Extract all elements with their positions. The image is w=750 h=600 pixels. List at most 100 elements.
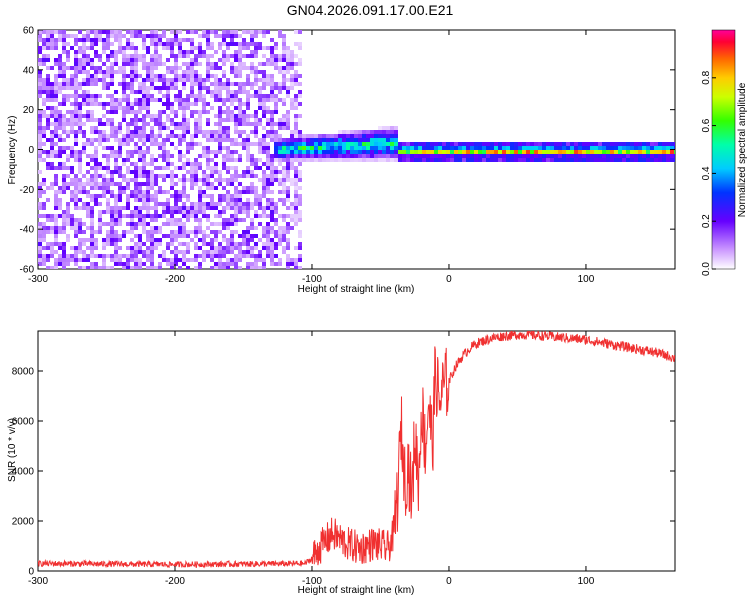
heatmap-cell [198, 50, 202, 54]
heatmap-cell [62, 150, 66, 154]
heatmap-cell [90, 246, 94, 250]
heatmap-cell [206, 46, 210, 50]
heatmap-cell [38, 110, 42, 114]
heatmap-cell [266, 242, 270, 246]
heatmap-cell [150, 230, 154, 234]
heatmap-cell [222, 158, 226, 162]
heatmap-cell [382, 146, 386, 150]
heatmap-cell [322, 150, 326, 154]
heatmap-cell [206, 154, 210, 158]
heatmap-cell [346, 138, 350, 142]
heatmap-cell [158, 122, 162, 126]
heatmap-cell [186, 194, 190, 198]
heatmap-cell [362, 130, 366, 134]
heatmap-cell [482, 158, 486, 162]
heatmap-cell [210, 54, 214, 58]
heatmap-cell [174, 238, 178, 242]
heatmap-cell [154, 190, 158, 194]
heatmap-cell [574, 146, 578, 150]
heatmap-cell [206, 158, 210, 162]
heatmap-cell [282, 50, 286, 54]
heatmap-cell [78, 158, 82, 162]
heatmap-cell [258, 222, 262, 226]
heatmap-cell [38, 122, 42, 126]
heatmap-cell [110, 258, 114, 262]
heatmap-cell [242, 250, 246, 254]
heatmap-cell [258, 62, 262, 66]
heatmap-cell [258, 98, 262, 102]
heatmap-cell [242, 66, 246, 70]
heatmap-cell [106, 34, 110, 38]
heatmap-cell [322, 158, 326, 162]
heatmap-cell [38, 254, 42, 258]
heatmap-cell [146, 258, 150, 262]
heatmap-cell [310, 138, 314, 142]
heatmap-cell [162, 146, 166, 150]
heatmap-cell [54, 198, 58, 202]
heatmap-cell [286, 222, 290, 226]
heatmap-cell [226, 94, 230, 98]
heatmap-cell [266, 254, 270, 258]
heatmap-cell [186, 106, 190, 110]
heatmap-cell [94, 158, 98, 162]
heatmap-cell [162, 30, 166, 34]
heatmap-cell [322, 146, 326, 150]
heatmap-cell [226, 86, 230, 90]
heatmap-cell [82, 54, 86, 58]
heatmap-cell [238, 118, 242, 122]
heatmap-cell [398, 142, 402, 146]
snr-ytick-label: 8000 [12, 367, 35, 378]
heatmap-cell [638, 158, 642, 162]
heatmap-cell [106, 154, 110, 158]
heatmap-cell [294, 170, 298, 174]
heatmap-cell [286, 90, 290, 94]
heatmap-cell [162, 94, 166, 98]
heatmap-cell [194, 62, 198, 66]
heatmap-cell [130, 90, 134, 94]
heatmap-cell [226, 78, 230, 82]
heatmap-cell [262, 102, 266, 106]
heatmap-cell [162, 102, 166, 106]
heatmap-cell [250, 158, 254, 162]
heatmap-cell [222, 262, 226, 266]
heatmap-cell [270, 82, 274, 86]
heatmap-cell [218, 94, 222, 98]
heatmap-cell [242, 190, 246, 194]
heatmap-cell [42, 206, 46, 210]
heatmap-cell [482, 146, 486, 150]
heatmap-cell [58, 166, 62, 170]
heatmap-cell [58, 102, 62, 106]
heatmap-cell [74, 250, 78, 254]
heatmap-cell [162, 150, 166, 154]
heatmap-cell [170, 86, 174, 90]
heatmap-cell [206, 62, 210, 66]
heatmap-cell [98, 78, 102, 82]
heatmap-cell [98, 38, 102, 42]
heatmap-cell [298, 46, 302, 50]
heatmap-cell [586, 154, 590, 158]
heatmap-cell [294, 78, 298, 82]
heatmap-cell [218, 222, 222, 226]
heatmap-cell [618, 158, 622, 162]
heatmap-cell [562, 158, 566, 162]
heatmap-cell [294, 190, 298, 194]
heatmap-cell [66, 54, 70, 58]
heatmap-cell [210, 186, 214, 190]
heatmap-cell [354, 138, 358, 142]
heatmap-cell [518, 150, 522, 154]
heatmap-cell [62, 82, 66, 86]
heatmap-cell [382, 138, 386, 142]
heatmap-cell [86, 102, 90, 106]
heatmap-cell [130, 62, 134, 66]
heatmap-cell [206, 90, 210, 94]
heatmap-cell [78, 218, 82, 222]
heatmap-cell [238, 106, 242, 110]
heatmap-cell [154, 226, 158, 230]
heatmap-cell [198, 54, 202, 58]
heatmap-cell [170, 182, 174, 186]
heatmap-cell [106, 74, 110, 78]
heatmap-cell [122, 82, 126, 86]
heatmap-cell [318, 154, 322, 158]
heatmap-cell [166, 46, 170, 50]
heatmap-cell [46, 154, 50, 158]
